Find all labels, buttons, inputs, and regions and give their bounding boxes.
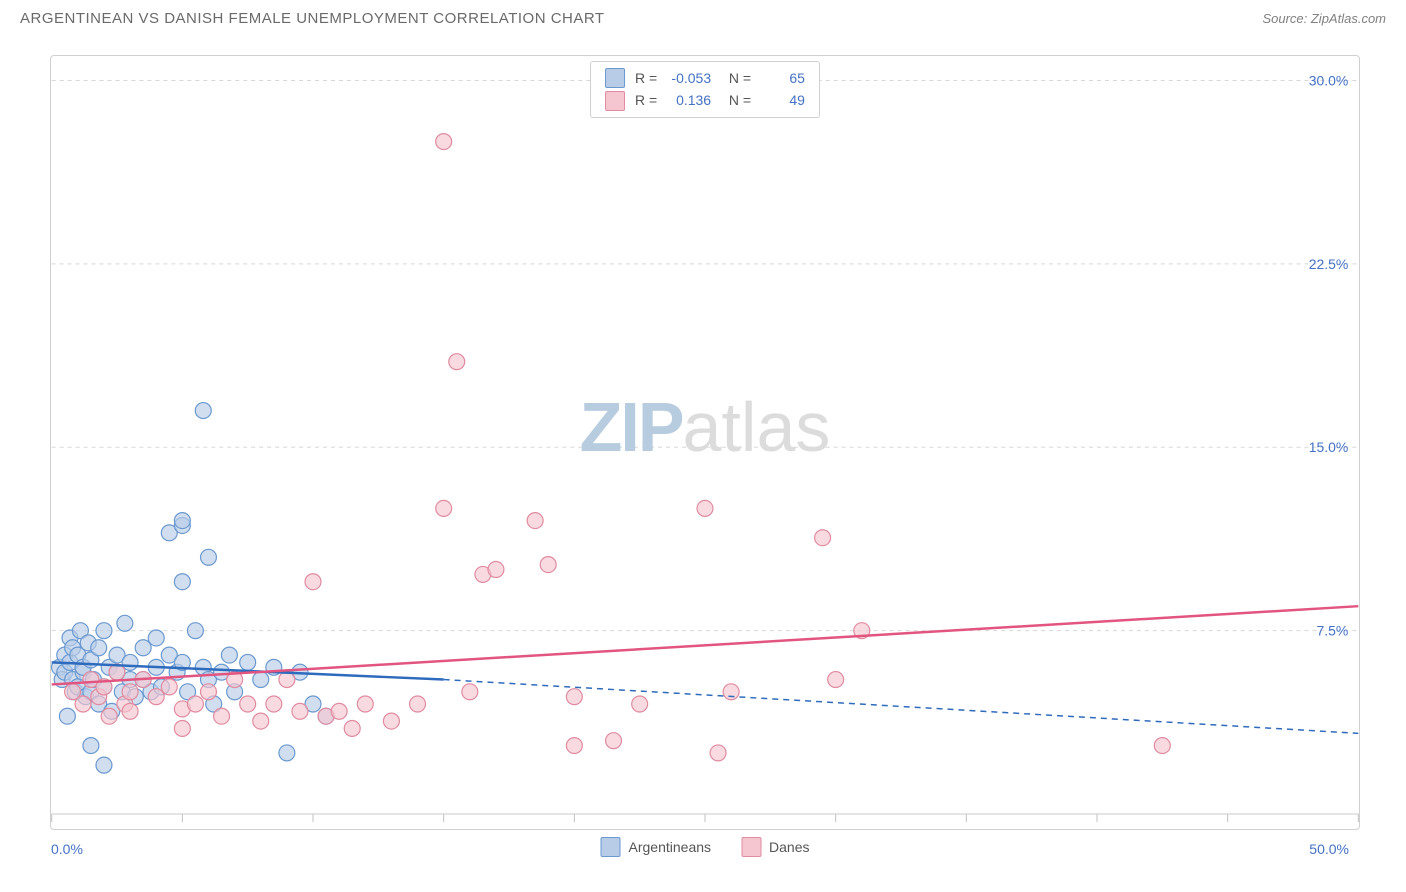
legend-n-value: 49 xyxy=(755,89,805,111)
legend-item-danes: Danes xyxy=(741,837,809,857)
legend-label: Danes xyxy=(769,839,809,855)
legend-row-argentineans: R = -0.053 N = 65 xyxy=(605,67,805,89)
legend-r-value: 0.136 xyxy=(661,89,711,111)
chart-plot-area: R = -0.053 N = 65 R = 0.136 N = 49 ZIPat… xyxy=(50,55,1360,830)
legend-row-danes: R = 0.136 N = 49 xyxy=(605,89,805,111)
legend-r-label: R = -0.053 xyxy=(635,67,711,89)
legend-n-label: N = 49 xyxy=(721,89,805,111)
swatch-icon xyxy=(601,837,621,857)
source-attribution: Source: ZipAtlas.com xyxy=(1262,11,1386,26)
swatch-icon xyxy=(605,91,625,111)
svg-text:22.5%: 22.5% xyxy=(1309,256,1349,272)
svg-text:7.5%: 7.5% xyxy=(1317,623,1349,639)
legend-label: Argentineans xyxy=(629,839,712,855)
legend-n-value: 65 xyxy=(755,67,805,89)
legend-n-label: N = 65 xyxy=(721,67,805,89)
svg-text:30.0%: 30.0% xyxy=(1309,72,1349,88)
x-axis-max-label: 50.0% xyxy=(1309,841,1349,857)
series-legend: Argentineans Danes xyxy=(601,837,810,857)
swatch-icon xyxy=(741,837,761,857)
swatch-icon xyxy=(605,68,625,88)
scatter-svg: 7.5% 15.0% 22.5% 30.0% xyxy=(51,56,1359,829)
legend-item-argentineans: Argentineans xyxy=(601,837,712,857)
svg-text:15.0%: 15.0% xyxy=(1309,439,1349,455)
legend-r-label: R = 0.136 xyxy=(635,89,711,111)
x-axis-min-label: 0.0% xyxy=(51,841,83,857)
correlation-legend: R = -0.053 N = 65 R = 0.136 N = 49 xyxy=(590,61,820,118)
legend-r-value: -0.053 xyxy=(661,67,711,89)
chart-title: ARGENTINEAN VS DANISH FEMALE UNEMPLOYMEN… xyxy=(20,10,605,27)
